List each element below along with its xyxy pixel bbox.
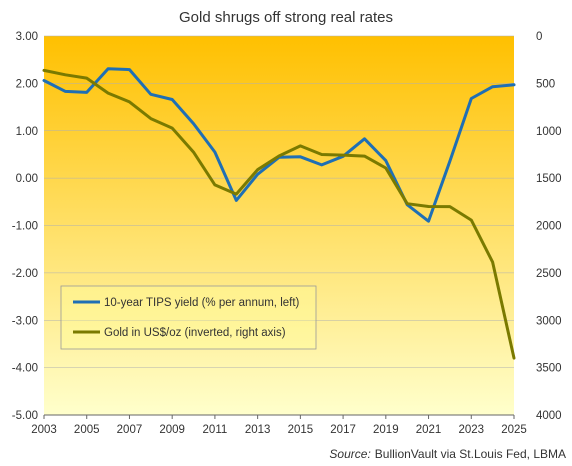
- x-tick-label: 2003: [31, 424, 57, 436]
- x-tick-label: 2021: [416, 424, 442, 436]
- right-tick-label: 2000: [536, 221, 562, 233]
- x-tick-label: 2005: [74, 424, 100, 436]
- left-axis-ticks: 3.00 2.00 1.00 0.00 -1.00 -2.00 -3.00 -4.00 -5.0…: [12, 31, 38, 422]
- right-tick-label: 3500: [536, 363, 562, 375]
- left-tick-label: 3.00: [16, 31, 38, 43]
- x-tick-label: 2019: [373, 424, 399, 436]
- legend-label-gold: Gold in US$/oz (inverted, right axis): [104, 327, 286, 339]
- series-lines: [42, 67, 516, 360]
- right-tick-label: 3000: [536, 315, 562, 327]
- left-tick-label: -1.00: [12, 221, 38, 233]
- x-tick-label: 2025: [501, 424, 527, 436]
- x-tick-label: 2011: [203, 424, 228, 436]
- right-tick-label: 500: [536, 78, 555, 90]
- source-note: Source: BullionVault via St.Louis Fed, LB…: [329, 447, 566, 461]
- left-tick-label: -5.00: [12, 410, 38, 422]
- left-tick-label: 2.00: [16, 78, 38, 90]
- legend-box: [60, 285, 317, 350]
- series-line-gold-price: [42, 68, 516, 360]
- left-tick-label: 0.00: [16, 173, 38, 185]
- left-tick-label: -4.00: [12, 363, 38, 375]
- right-tick-label: 4000: [536, 410, 562, 422]
- chart-title: Gold shrugs off strong real rates: [179, 9, 393, 26]
- left-tick-label: -2.00: [12, 268, 38, 280]
- x-tick-label: 2007: [117, 424, 143, 436]
- x-tick-label: 2013: [245, 424, 271, 436]
- right-tick-label: 1000: [536, 126, 562, 138]
- right-tick-label: 1500: [536, 173, 562, 185]
- right-axis-ticks: 0 500 1000 1500 2000 2500 3000 3500 4000: [536, 31, 562, 422]
- left-tick-label: -3.00: [12, 315, 38, 327]
- x-tick-label: 2023: [458, 424, 484, 436]
- right-tick-label: 2500: [536, 268, 562, 280]
- legend-label-tips: 10-year TIPS yield (% per annum, left): [104, 297, 300, 309]
- x-axis-ticks: 2003 2005 2007 2009 2011 2013 2015 2017 2019 2021…: [31, 415, 527, 436]
- left-tick-label: 1.00: [16, 126, 38, 138]
- x-tick-label: 2015: [288, 424, 314, 436]
- source-label: Source:: [329, 447, 370, 461]
- legend: 10-year TIPS yield (% per annum, left) G…: [60, 285, 317, 350]
- right-tick-label: 0: [536, 31, 542, 43]
- gridlines: [44, 35, 514, 416]
- x-tick-label: 2017: [330, 424, 356, 436]
- source-text: BullionVault via St.Louis Fed, LBMA: [375, 447, 566, 461]
- x-tick-label: 2009: [159, 424, 185, 436]
